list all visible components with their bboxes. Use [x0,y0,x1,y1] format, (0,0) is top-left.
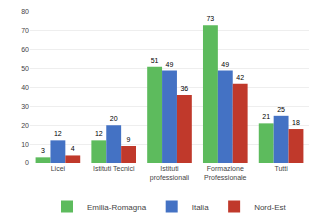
svg-text:80: 80 [21,8,29,15]
svg-text:50: 50 [21,65,29,72]
svg-text:73: 73 [206,15,214,22]
svg-text:Italia: Italia [192,203,209,212]
svg-text:9: 9 [127,136,131,143]
svg-text:49: 49 [221,61,229,68]
svg-text:30: 30 [21,103,29,110]
svg-text:60: 60 [21,46,29,53]
svg-text:Istitutiprofessionali: Istitutiprofessionali [150,165,190,182]
svg-text:Tutti: Tutti [274,165,288,172]
svg-text:0: 0 [25,159,29,166]
svg-text:Istituti Tecnici: Istituti Tecnici [93,165,135,172]
svg-text:12: 12 [95,130,103,137]
svg-text:20: 20 [21,122,29,129]
svg-text:20: 20 [110,115,118,122]
svg-text:Licei: Licei [51,165,66,172]
svg-text:49: 49 [166,61,174,68]
svg-text:21: 21 [262,113,270,120]
svg-text:40: 40 [21,84,29,91]
svg-text:12: 12 [54,130,62,137]
svg-text:Emilia-Romagna: Emilia-Romagna [87,203,147,212]
svg-text:36: 36 [180,85,188,92]
svg-text:70: 70 [21,27,29,34]
svg-text:25: 25 [277,106,285,113]
svg-text:Nord-Est: Nord-Est [254,203,286,212]
svg-text:3: 3 [41,147,45,154]
svg-text:10: 10 [21,141,29,148]
svg-text:42: 42 [236,74,244,81]
svg-text:FormazioneProfessionale: FormazioneProfessionale [204,165,247,181]
svg-text:18: 18 [292,119,300,126]
svg-text:4: 4 [71,145,75,152]
svg-text:51: 51 [151,57,159,64]
